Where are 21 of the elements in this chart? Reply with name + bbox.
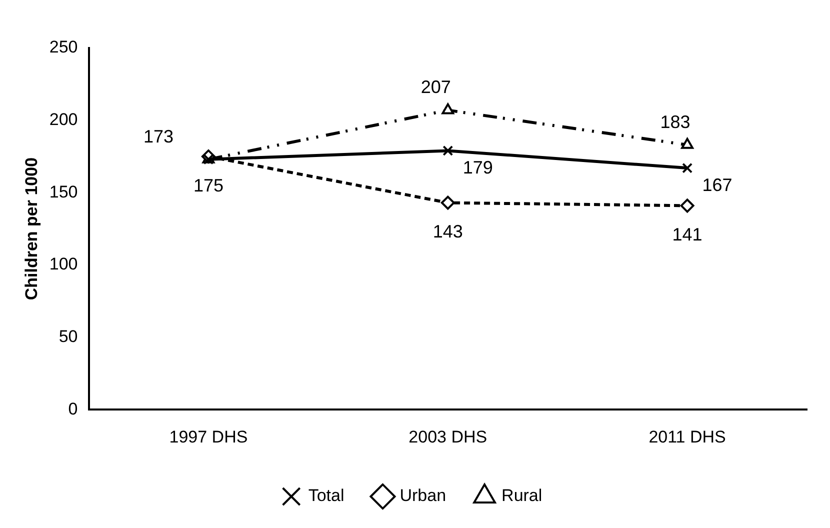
y-tick-label: 50 [58,326,78,346]
data-label: 207 [420,77,451,98]
y-tick-label: 200 [49,110,78,130]
legend-label: Rural [502,486,542,506]
x-tick-label: 2003 DHS [408,427,488,446]
data-label: 167 [702,175,732,196]
data-label: 179 [462,158,493,178]
y-tick-label: 150 [49,182,78,202]
y-tick-label: 250 [49,38,78,57]
x-tick-label: 2011 DHS [648,427,726,446]
y-tick-label: 100 [49,254,78,274]
y-tick-label: 0 [68,399,78,418]
y-axis-title: Children per 1000 [22,157,41,300]
data-label: 141 [672,224,702,245]
data-label: 173 [143,126,174,146]
data-label: 183 [660,112,690,132]
legend-label: Total [308,486,344,506]
data-label: 143 [432,222,463,242]
data-label: 175 [193,175,224,196]
legend-label: Urban [400,486,446,506]
x-tick-label: 1997 DHS [169,427,248,446]
